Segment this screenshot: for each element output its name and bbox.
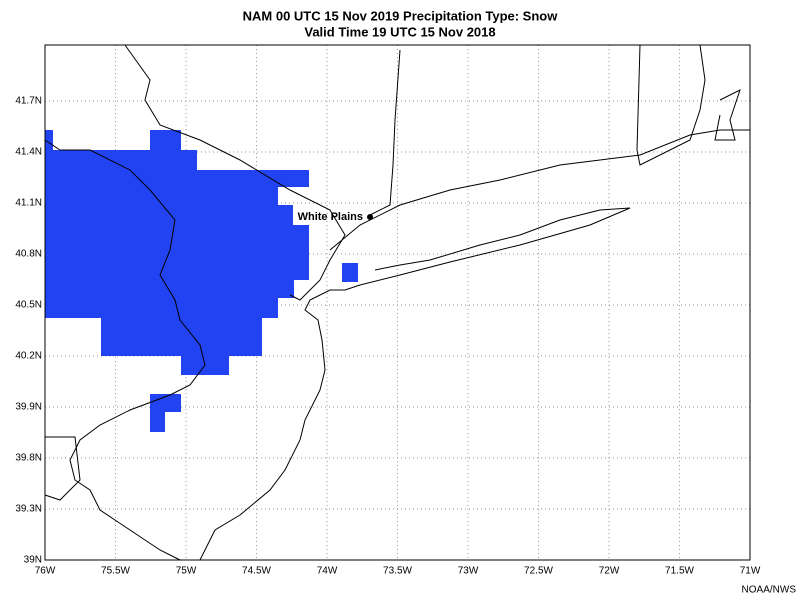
border — [369, 49, 401, 216]
lon-label: 76W — [35, 566, 56, 577]
lat-label: 39.8N — [15, 453, 42, 464]
lon-label: 72.5W — [524, 566, 553, 577]
snow-region — [45, 130, 309, 375]
lat-label: 39.9N — [15, 402, 42, 413]
coastline — [714, 89, 741, 141]
snow-region — [150, 394, 181, 432]
map-frame — [44, 44, 751, 561]
lon-label: 71.5W — [665, 566, 694, 577]
grid — [45, 45, 750, 560]
snow-area — [45, 130, 358, 432]
border — [124, 44, 346, 301]
lat-label: 40.8N — [15, 249, 42, 260]
snow-region — [342, 263, 358, 282]
lon-label: 75W — [176, 566, 197, 577]
border — [44, 436, 81, 501]
coastline — [329, 129, 750, 251]
border — [636, 44, 706, 166]
lon-label: 75.5W — [101, 566, 130, 577]
lon-label: 72W — [599, 566, 620, 577]
lon-label: 74W — [317, 566, 338, 577]
lon-label: 73.5W — [383, 566, 412, 577]
place-marker — [367, 214, 373, 220]
lat-label: 40.5N — [15, 300, 42, 311]
coastline — [199, 207, 631, 561]
lat-label: 39N — [24, 555, 42, 566]
lat-label: 39.3N — [15, 504, 42, 515]
lon-label: 73W — [458, 566, 479, 577]
lat-label: 41.4N — [15, 147, 42, 158]
place-label: White Plains — [298, 211, 363, 223]
lat-label: 41.1N — [15, 198, 42, 209]
title-line: NAM 00 UTC 15 Nov 2019 Precipitation Typ… — [243, 8, 559, 23]
lat-label: 41.7N — [15, 96, 42, 107]
border — [44, 139, 206, 561]
coastlines — [44, 44, 750, 561]
lon-label: 71W — [740, 566, 761, 577]
lat-label: 40.2N — [15, 351, 42, 362]
title-line: Valid Time 19 UTC 15 Nov 2018 — [304, 24, 495, 39]
credit: NOAA/NWS — [742, 585, 797, 596]
lon-label: 74.5W — [242, 566, 271, 577]
